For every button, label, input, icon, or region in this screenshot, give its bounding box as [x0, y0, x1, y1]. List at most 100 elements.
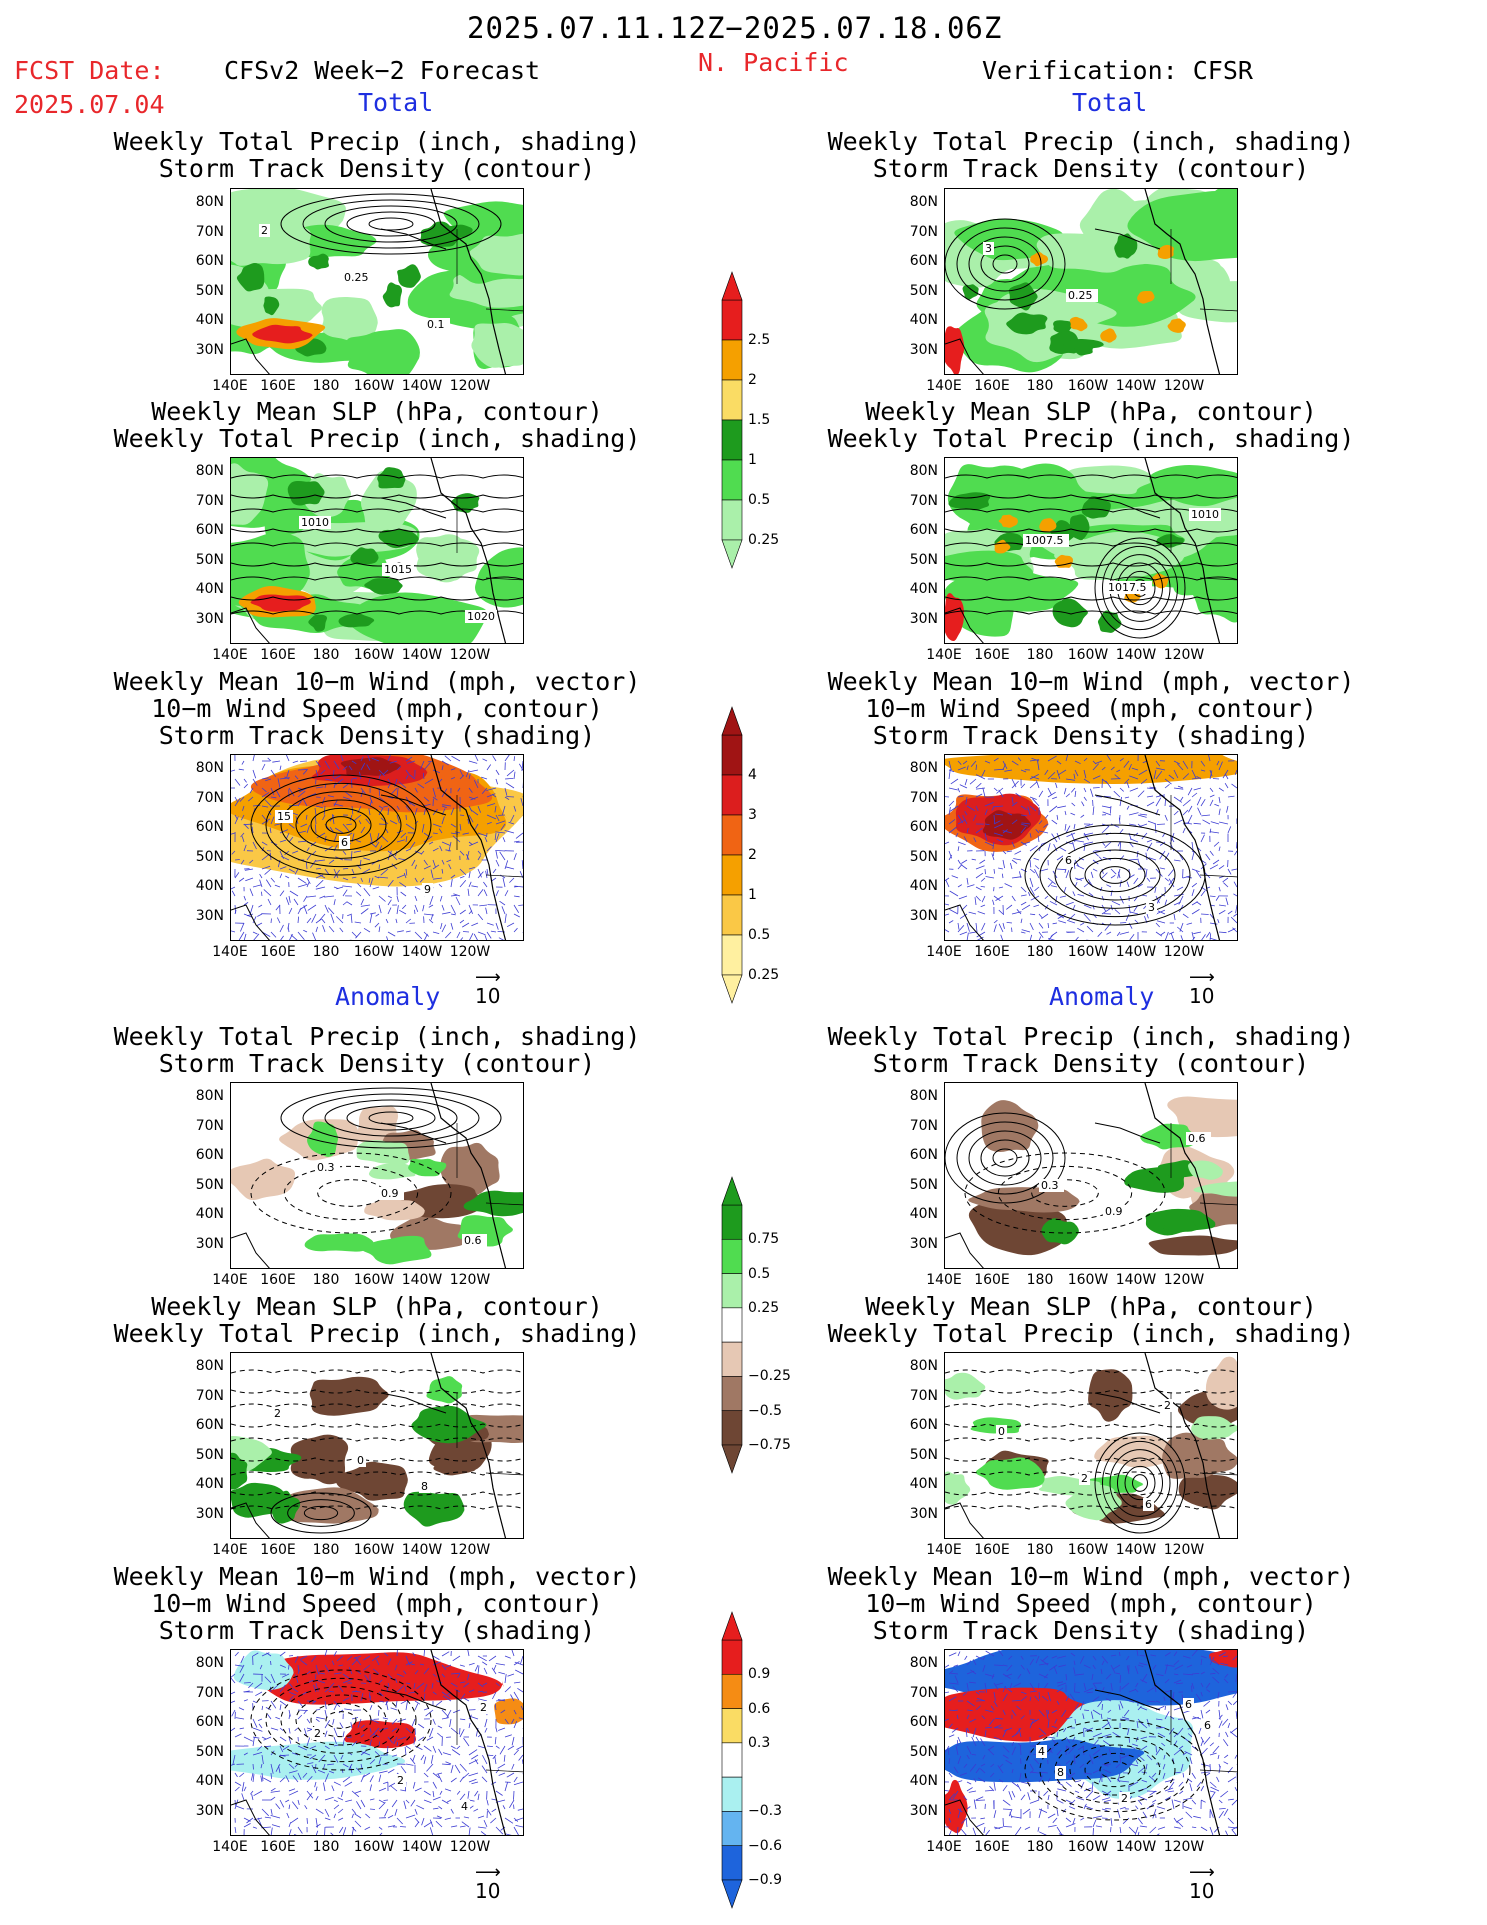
- wind-vector: [506, 769, 515, 777]
- wind-vector: [1179, 854, 1184, 861]
- wind-vector: [1000, 934, 1004, 940]
- wind-vector: [966, 1806, 971, 1810]
- wind-vector: [993, 1736, 1002, 1741]
- wind-vector: [270, 1700, 277, 1709]
- wind-vector: [324, 1730, 328, 1738]
- wind-vector: [387, 895, 392, 899]
- wind-vector: [290, 934, 298, 940]
- wind-vector: [991, 1673, 995, 1679]
- wind-vector: [231, 1727, 236, 1732]
- wind-vector: [1058, 1664, 1067, 1668]
- wind-vector: [1227, 1767, 1233, 1774]
- wind-vector: [333, 1727, 338, 1737]
- lat-label: 80N: [909, 1655, 938, 1671]
- wind-vector: [1227, 795, 1235, 798]
- wind-vector: [1029, 781, 1038, 789]
- wind-speed-contour: [310, 1702, 372, 1738]
- wind-vector: [1200, 913, 1209, 915]
- wind-vector: [445, 849, 452, 852]
- wind-vector: [238, 1707, 245, 1711]
- wind-vector: [1056, 1681, 1064, 1684]
- wind-vector: [329, 1682, 335, 1689]
- wind-vector: [1209, 1672, 1216, 1675]
- wind-speed-contour: [295, 799, 387, 851]
- wind-vector: [463, 1737, 470, 1747]
- region-label: N. Pacific: [698, 48, 849, 77]
- wind-vector: [327, 795, 335, 798]
- wind-vector: [351, 1826, 357, 1832]
- wind-vector: [1056, 814, 1059, 820]
- wind-vector: [985, 1650, 995, 1657]
- wind-vector: [249, 888, 254, 897]
- panel-title: Weekly Mean 10−m Wind (mph, vector) 10−m …: [791, 1563, 1391, 1644]
- wind-vector: [432, 787, 436, 798]
- wind-vector: [522, 1728, 523, 1729]
- wind-vector: [1155, 841, 1162, 843]
- wind-vector: [315, 1673, 317, 1680]
- wind-vector: [1101, 868, 1104, 874]
- wind-vector: [300, 760, 308, 762]
- wind-vector: [1033, 1758, 1040, 1765]
- wind-vector: [270, 1772, 272, 1779]
- wind-vector: [1191, 851, 1195, 861]
- wind-vector: [270, 1673, 276, 1684]
- wind-vector: [459, 814, 465, 816]
- wind-vector: [1088, 892, 1094, 897]
- wind-vector: [486, 1745, 493, 1747]
- precip-shading: [231, 215, 312, 266]
- precip-shading: [1053, 320, 1075, 333]
- precip-anomaly-shading: [231, 1452, 248, 1490]
- lat-label: 60N: [195, 1417, 224, 1433]
- wind-vector: [970, 1669, 977, 1675]
- wind-vector: [1031, 757, 1040, 762]
- wind-vector: [306, 895, 317, 898]
- colorbar-top-triangle: [721, 1611, 743, 1641]
- wind-vector: [1217, 1754, 1220, 1760]
- wind-vector: [378, 1727, 389, 1731]
- wind-vector: [1118, 1704, 1121, 1711]
- wind-vector: [378, 1774, 382, 1783]
- wind-vector: [1162, 1772, 1166, 1779]
- precip-anomaly-shading: [1041, 1218, 1080, 1245]
- wind-vector: [975, 865, 985, 870]
- wind-vector: [948, 854, 953, 861]
- wind-vector: [1164, 1711, 1170, 1720]
- wind-vector: [459, 876, 465, 879]
- wind-vector: [1182, 1797, 1193, 1801]
- wind-vector: [956, 1740, 959, 1747]
- wind-vector: [1164, 1705, 1166, 1711]
- wind-vector: [1013, 858, 1022, 861]
- wind-vector: [1057, 1788, 1067, 1792]
- wind-vector: [1150, 1654, 1157, 1657]
- wind-vector: [1006, 1664, 1013, 1672]
- wind-vector: [378, 769, 386, 777]
- wind-vector: [504, 860, 509, 870]
- wind-vector: [993, 787, 998, 792]
- wind-speed-contour: [1054, 1736, 1176, 1804]
- wind-vector: [438, 778, 443, 783]
- wind-vector: [306, 1670, 311, 1675]
- wind-vector: [1002, 763, 1006, 771]
- wind-vector: [513, 1781, 523, 1786]
- wind-vector: [1065, 778, 1076, 781]
- wind-vector: [315, 786, 324, 789]
- wind-vector: [1164, 1787, 1174, 1792]
- wind-vector: [297, 1714, 303, 1720]
- wind-vector: [1068, 1745, 1076, 1754]
- wind-vector: [423, 1650, 425, 1657]
- wind-vector: [272, 760, 281, 763]
- wind-vector: [414, 1808, 418, 1815]
- wind-vector: [477, 1690, 484, 1693]
- wind-vector: [468, 814, 474, 823]
- wind-vector: [467, 818, 470, 825]
- lat-label: 50N: [195, 1176, 224, 1193]
- wind-vector: [394, 1808, 398, 1816]
- wind-vector: [491, 877, 497, 882]
- wind-vector: [974, 897, 977, 906]
- wind-vector: [363, 888, 371, 897]
- wind-vector: [1181, 1694, 1184, 1702]
- wind-vector: [231, 930, 236, 933]
- wind-vector: [265, 879, 272, 888]
- panel-title: Weekly Total Precip (inch, shading) Storm…: [791, 1023, 1391, 1077]
- wind-vector: [252, 1727, 263, 1732]
